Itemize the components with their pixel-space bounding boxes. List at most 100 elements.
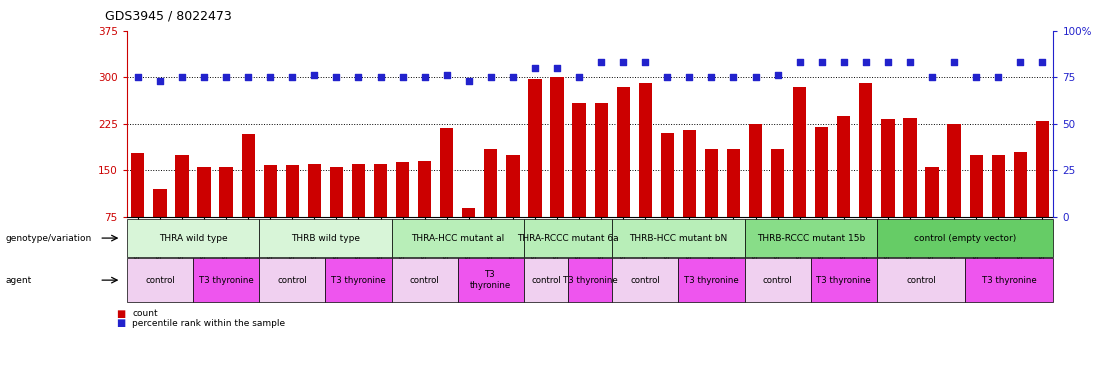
Point (261, 74, 279, 80)
Bar (259, 219, 392, 257)
Bar (484, 149, 497, 263)
Bar (970, 155, 983, 263)
Point (239, 74, 257, 80)
Bar (392, 219, 524, 257)
Bar (793, 87, 806, 263)
Bar (131, 153, 144, 263)
Point (658, 74, 676, 80)
Point (460, 78, 478, 84)
Point (592, 59, 610, 65)
Point (350, 74, 367, 80)
Bar (705, 149, 718, 263)
Bar (639, 83, 652, 263)
Text: control (empty vector): control (empty vector) (914, 233, 1016, 243)
Point (769, 72, 786, 78)
Bar (458, 258, 524, 302)
Point (835, 59, 853, 65)
Bar (193, 258, 259, 302)
Text: control: control (763, 276, 792, 285)
Point (283, 74, 301, 80)
Bar (330, 167, 343, 263)
Bar (683, 130, 696, 263)
Bar (965, 258, 1053, 302)
Bar (877, 219, 1053, 257)
Bar (325, 258, 392, 302)
Bar (374, 164, 387, 263)
Point (394, 74, 411, 80)
Bar (925, 167, 939, 263)
Bar (678, 258, 745, 302)
Point (129, 74, 147, 80)
Text: genotype/variation: genotype/variation (6, 233, 92, 243)
Bar (127, 258, 193, 302)
Bar (745, 258, 811, 302)
Text: THRB wild type: THRB wild type (291, 233, 360, 243)
Text: T3 thyronine: T3 thyronine (563, 276, 618, 285)
Bar (550, 77, 564, 263)
Bar (947, 124, 961, 263)
Text: count: count (132, 309, 158, 318)
Bar (745, 219, 877, 257)
Bar (175, 155, 189, 263)
Point (416, 74, 433, 80)
Bar (572, 103, 586, 263)
Point (791, 59, 808, 65)
Text: THRA-HCC mutant al: THRA-HCC mutant al (411, 233, 504, 243)
Bar (127, 219, 259, 257)
Point (151, 78, 169, 84)
Bar (749, 124, 762, 263)
Point (725, 74, 742, 80)
Bar (837, 116, 850, 263)
Text: control: control (278, 276, 307, 285)
Bar (392, 258, 458, 302)
Point (614, 59, 632, 65)
Bar (877, 258, 965, 302)
Point (548, 65, 566, 71)
Bar (992, 155, 1005, 263)
Point (923, 74, 941, 80)
Text: percentile rank within the sample: percentile rank within the sample (132, 319, 286, 328)
Bar (259, 258, 325, 302)
Text: ■: ■ (116, 318, 125, 328)
Point (967, 74, 985, 80)
Bar (1036, 121, 1049, 263)
Bar (440, 128, 453, 263)
Bar (727, 149, 740, 263)
Point (195, 74, 213, 80)
Text: control: control (532, 276, 560, 285)
Bar (418, 161, 431, 263)
Bar (881, 119, 895, 263)
Bar (219, 167, 233, 263)
Point (482, 74, 500, 80)
Bar (815, 127, 828, 263)
Bar (242, 134, 255, 263)
Point (504, 74, 522, 80)
Text: T3 thyronine: T3 thyronine (199, 276, 254, 285)
Text: T3 thyronine: T3 thyronine (816, 276, 871, 285)
Text: T3 thyronine: T3 thyronine (684, 276, 739, 285)
Point (1034, 59, 1051, 65)
Point (879, 59, 897, 65)
Bar (612, 258, 678, 302)
Text: T3
thyronine: T3 thyronine (470, 270, 512, 290)
Bar (286, 166, 299, 263)
Bar (903, 118, 917, 263)
Text: THRA-RCCC mutant 6a: THRA-RCCC mutant 6a (517, 233, 619, 243)
Bar (568, 258, 612, 302)
Bar (153, 189, 167, 263)
Point (945, 59, 963, 65)
Text: control: control (146, 276, 174, 285)
Bar (396, 162, 409, 263)
Bar (661, 133, 674, 263)
Text: control: control (631, 276, 660, 285)
Point (989, 74, 1007, 80)
Point (217, 74, 235, 80)
Text: THRB-HCC mutant bN: THRB-HCC mutant bN (629, 233, 728, 243)
Point (438, 72, 456, 78)
Point (703, 74, 720, 80)
Bar (859, 83, 872, 263)
Text: GDS3945 / 8022473: GDS3945 / 8022473 (105, 10, 232, 23)
Point (328, 74, 345, 80)
Point (636, 59, 654, 65)
Point (173, 74, 191, 80)
